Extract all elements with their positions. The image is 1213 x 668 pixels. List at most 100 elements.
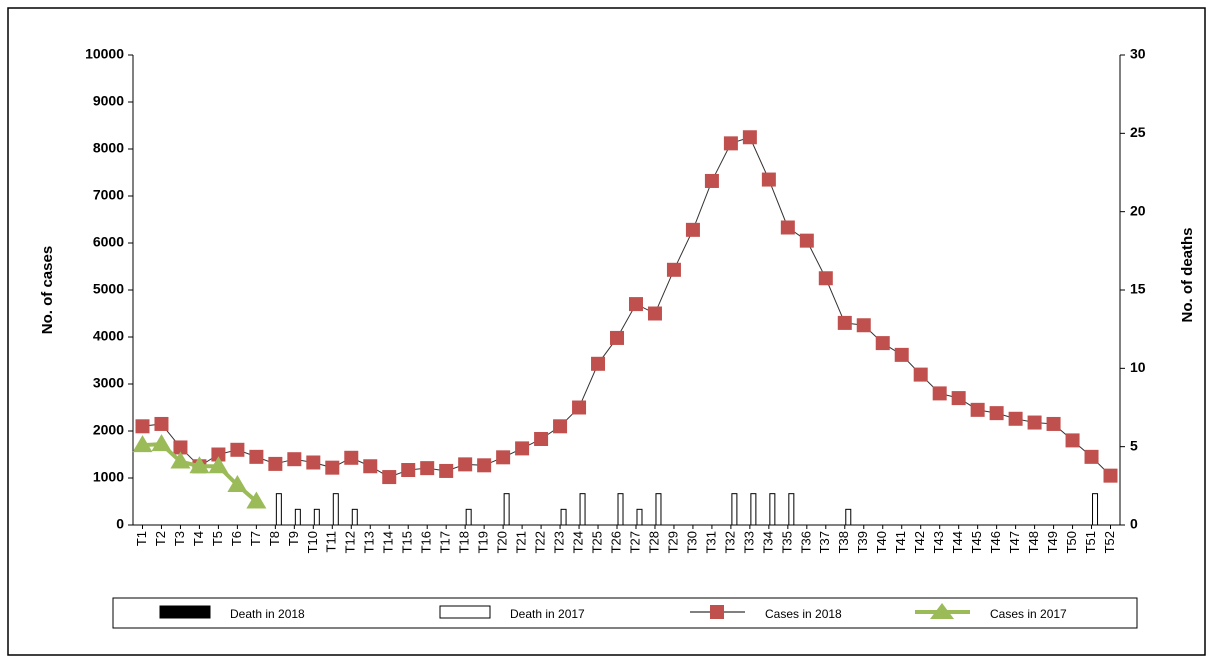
x-tick-label: T15	[400, 531, 415, 553]
marker	[780, 220, 795, 235]
y2-tick-label: 5	[1130, 437, 1138, 453]
x-tick-label: T13	[362, 531, 377, 553]
x-tick-label: T19	[476, 531, 491, 553]
marker	[894, 347, 909, 362]
legend-label: Cases in 2017	[990, 607, 1067, 621]
x-tick-label: T26	[608, 531, 623, 553]
x-tick-label: T16	[419, 531, 434, 553]
marker	[515, 441, 530, 456]
x-tick-label: T32	[722, 531, 737, 553]
y-tick-label: 4000	[93, 328, 124, 344]
x-tick-label: T45	[969, 531, 984, 553]
y-tick-label: 0	[116, 516, 124, 532]
marker	[132, 435, 153, 453]
bar	[845, 508, 852, 526]
marker	[913, 367, 928, 382]
bar	[275, 493, 282, 526]
x-tick-label: T40	[874, 531, 889, 553]
bar	[788, 493, 795, 526]
y2-tick-label: 20	[1130, 202, 1146, 218]
x-tick-label: T2	[153, 531, 168, 546]
x-tick-label: T50	[1064, 531, 1079, 553]
x-tick-label: T5	[210, 531, 225, 546]
marker	[246, 491, 267, 509]
x-tick-label: T17	[438, 531, 453, 553]
x-tick-label: T44	[950, 531, 965, 553]
x-tick-label: T28	[646, 531, 661, 553]
y2-tick-label: 15	[1130, 281, 1146, 297]
legend-label: Death in 2017	[510, 607, 585, 621]
x-tick-label: T33	[741, 531, 756, 553]
marker	[970, 402, 985, 417]
y-axis-title: No. of cases	[39, 246, 56, 334]
x-tick-label: T35	[779, 531, 794, 553]
marker	[230, 442, 245, 457]
x-tick-label: T30	[684, 531, 699, 553]
marker	[344, 450, 359, 465]
marker	[249, 449, 264, 464]
marker	[287, 452, 302, 467]
x-tick-label: T1	[134, 531, 149, 546]
marker	[173, 440, 188, 455]
marker	[211, 447, 226, 462]
x-tick-label: T21	[514, 531, 529, 553]
y2-tick-label: 0	[1130, 516, 1138, 532]
y2-tick-label: 10	[1130, 359, 1146, 375]
marker	[401, 463, 416, 478]
y-tick-label: 3000	[93, 375, 124, 391]
line	[142, 136, 1111, 478]
x-tick-label: T11	[324, 531, 339, 552]
x-tick-label: T43	[931, 531, 946, 553]
x-tick-label: T38	[836, 531, 851, 553]
legend-label: Death in 2018	[230, 607, 305, 621]
legend-swatch	[159, 605, 211, 619]
y-tick-label: 2000	[93, 422, 124, 438]
x-tick-label: T23	[552, 531, 567, 553]
y-tick-label: 7000	[93, 187, 124, 203]
marker	[439, 463, 454, 478]
marker	[477, 458, 492, 473]
marker	[227, 475, 248, 493]
marker	[363, 459, 378, 474]
bar	[579, 493, 586, 526]
bar	[1092, 493, 1099, 526]
marker	[1027, 415, 1042, 430]
y-tick-label: 1000	[93, 469, 124, 485]
frame	[7, 7, 1206, 656]
marker	[856, 318, 871, 333]
x-tick-label: T51	[1083, 531, 1098, 553]
x-tick-label: T27	[627, 531, 642, 553]
marker	[151, 434, 172, 452]
bar	[351, 508, 358, 526]
x-tick-label: T25	[589, 531, 604, 553]
marker	[534, 431, 549, 446]
bar	[636, 508, 643, 526]
marker	[704, 173, 719, 188]
bar	[560, 508, 567, 526]
marker	[420, 461, 435, 476]
marker	[932, 386, 947, 401]
marker	[761, 172, 776, 187]
x-tick-label: T24	[570, 531, 585, 553]
x-tick-label: T3	[172, 531, 187, 546]
y-tick-label: 6000	[93, 234, 124, 250]
x-tick-label: T29	[665, 531, 680, 553]
marker	[666, 262, 681, 277]
bar	[465, 508, 472, 526]
x-tick-label: T31	[703, 531, 718, 553]
legend-swatch	[439, 605, 491, 619]
y2-tick-label: 30	[1130, 46, 1146, 62]
marker	[875, 336, 890, 351]
bar	[655, 493, 662, 526]
x-tick-label: T47	[1007, 531, 1022, 553]
marker	[553, 419, 568, 434]
x-tick-label: T36	[798, 531, 813, 553]
marker	[989, 406, 1004, 421]
legend-marker	[710, 605, 724, 619]
x-tick-label: T48	[1026, 531, 1041, 553]
marker	[458, 457, 473, 472]
marker	[268, 456, 283, 471]
bar	[731, 493, 738, 526]
marker	[723, 136, 738, 151]
